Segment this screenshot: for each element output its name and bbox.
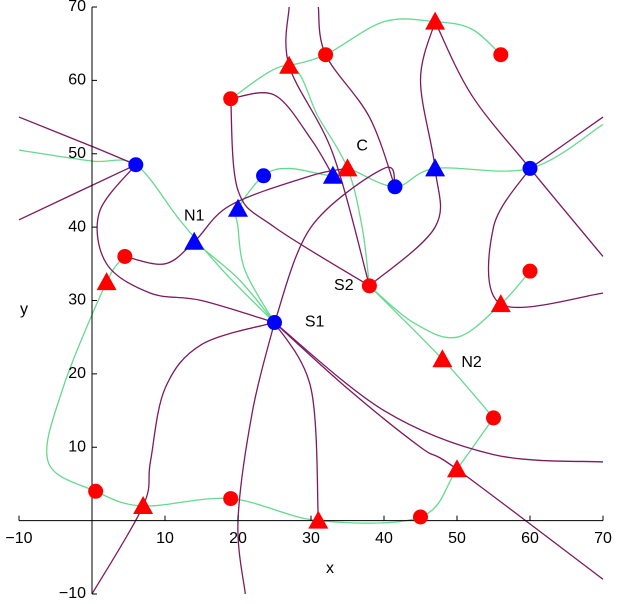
annotation: N2 bbox=[461, 354, 482, 371]
curve bbox=[18, 164, 137, 221]
y-axis-label: y bbox=[20, 301, 28, 318]
circle-point bbox=[387, 179, 403, 195]
triangle-point bbox=[279, 55, 300, 74]
triangle-point bbox=[425, 11, 446, 30]
x-tick-label: 20 bbox=[229, 530, 247, 547]
curve bbox=[273, 322, 319, 521]
curve bbox=[434, 21, 604, 257]
triangle-point bbox=[447, 459, 467, 478]
curve bbox=[368, 270, 531, 339]
triangle-point bbox=[96, 272, 117, 291]
y-tick-label: 20 bbox=[68, 365, 86, 382]
triangle-point bbox=[425, 158, 446, 177]
curves bbox=[18, 6, 604, 595]
curve bbox=[46, 256, 495, 524]
curve bbox=[273, 166, 396, 323]
circle-point bbox=[256, 168, 272, 184]
y-tick-label: 60 bbox=[68, 72, 86, 89]
y-tick-label: −10 bbox=[59, 585, 86, 602]
annotation: S1 bbox=[305, 314, 325, 331]
curve bbox=[235, 123, 604, 323]
circle-point bbox=[223, 491, 239, 507]
curve bbox=[285, 6, 371, 286]
marks: N1 N2 S1 S2 C bbox=[88, 11, 538, 529]
curve bbox=[487, 168, 604, 309]
x-tick-label: −10 bbox=[5, 530, 32, 547]
curve bbox=[96, 164, 275, 324]
annotation: N1 bbox=[184, 207, 205, 224]
x-tick-label: 60 bbox=[521, 530, 539, 547]
x-tick-label: 50 bbox=[448, 530, 466, 547]
circle-point bbox=[522, 160, 538, 176]
x-tick-label: 10 bbox=[156, 530, 174, 547]
triangle-point bbox=[308, 510, 329, 529]
curve bbox=[529, 116, 604, 169]
y-tick-label: 10 bbox=[68, 438, 86, 455]
y-tick-label: 30 bbox=[68, 292, 86, 309]
circle-point bbox=[361, 278, 377, 294]
annotation: C bbox=[356, 138, 368, 155]
curve bbox=[230, 92, 334, 177]
curve bbox=[317, 6, 396, 187]
x-tick-label: 70 bbox=[594, 530, 612, 547]
triangle-point bbox=[337, 158, 358, 177]
triangle-point bbox=[322, 165, 343, 184]
y-tick-label: 40 bbox=[68, 218, 86, 235]
triangle-point bbox=[228, 198, 248, 217]
curve bbox=[237, 322, 276, 595]
circle-point bbox=[88, 483, 104, 499]
triangle-point bbox=[184, 231, 205, 250]
curve bbox=[124, 167, 348, 265]
y-tick-label: 50 bbox=[68, 145, 86, 162]
circle-point bbox=[486, 410, 501, 426]
curve bbox=[18, 149, 275, 323]
annotation: S2 bbox=[334, 277, 354, 294]
circle-point bbox=[117, 248, 133, 264]
x-axis-label: x bbox=[326, 560, 334, 577]
triangle-point bbox=[432, 349, 453, 368]
triangle-point bbox=[490, 294, 511, 313]
circle-point bbox=[413, 509, 428, 525]
circle-point bbox=[522, 263, 538, 279]
curve bbox=[368, 285, 494, 419]
curve bbox=[274, 322, 604, 463]
circle-point bbox=[493, 47, 509, 63]
curve bbox=[91, 321, 275, 595]
curve bbox=[368, 21, 442, 287]
circle-point bbox=[223, 91, 239, 107]
circle-point bbox=[267, 315, 282, 331]
x-tick-label: 30 bbox=[302, 530, 320, 547]
curve bbox=[230, 65, 371, 286]
circle-point bbox=[128, 157, 144, 173]
x-tick-label: 40 bbox=[375, 530, 393, 547]
curve bbox=[230, 98, 370, 287]
triangle-point bbox=[133, 495, 154, 514]
axes: −10 10 20 30 40 50 60 70 −10 10 20 30 40 50 60 70 x y bbox=[5, 0, 612, 602]
circle-point bbox=[318, 47, 334, 63]
y-tick-label: 70 bbox=[68, 0, 86, 15]
